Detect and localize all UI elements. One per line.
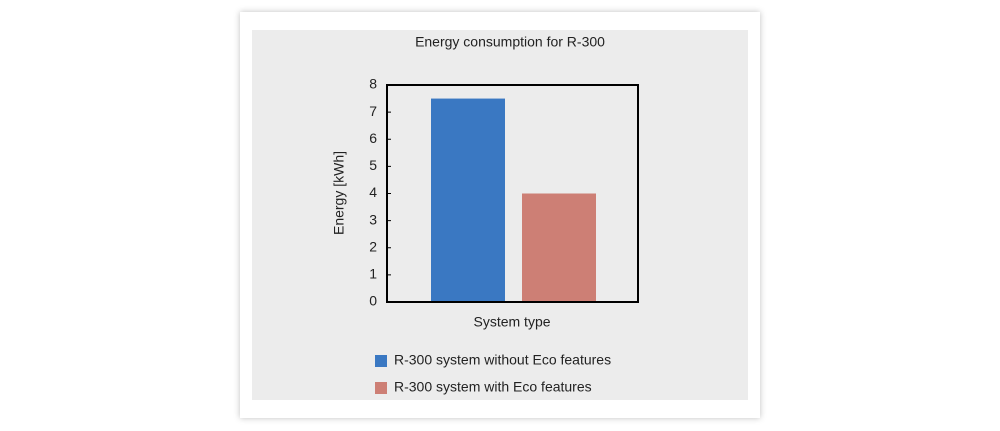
y-tick-label: 7	[369, 103, 377, 119]
plot-frame	[386, 84, 639, 303]
y-tick-label: 2	[369, 238, 377, 254]
legend-label: R-300 system with Eco features	[394, 379, 592, 395]
y-tick-label: 5	[369, 157, 377, 173]
y-tick-label: 6	[369, 130, 377, 146]
legend-label: R-300 system without Eco features	[394, 352, 611, 368]
y-tick-label: 8	[369, 76, 377, 92]
chart-title: Energy consumption for R-300	[415, 34, 605, 50]
legend-swatch	[375, 355, 387, 367]
x-axis-label: System type	[473, 314, 550, 330]
y-axis-label: Energy [kWh]	[331, 151, 347, 235]
y-tick-label: 4	[369, 184, 377, 200]
y-tick-label: 3	[369, 211, 377, 227]
y-tick-label: 1	[369, 266, 377, 282]
bar	[522, 193, 596, 302]
legend-swatch	[375, 382, 387, 394]
bar	[431, 98, 505, 302]
y-tick-label: 0	[369, 293, 377, 309]
